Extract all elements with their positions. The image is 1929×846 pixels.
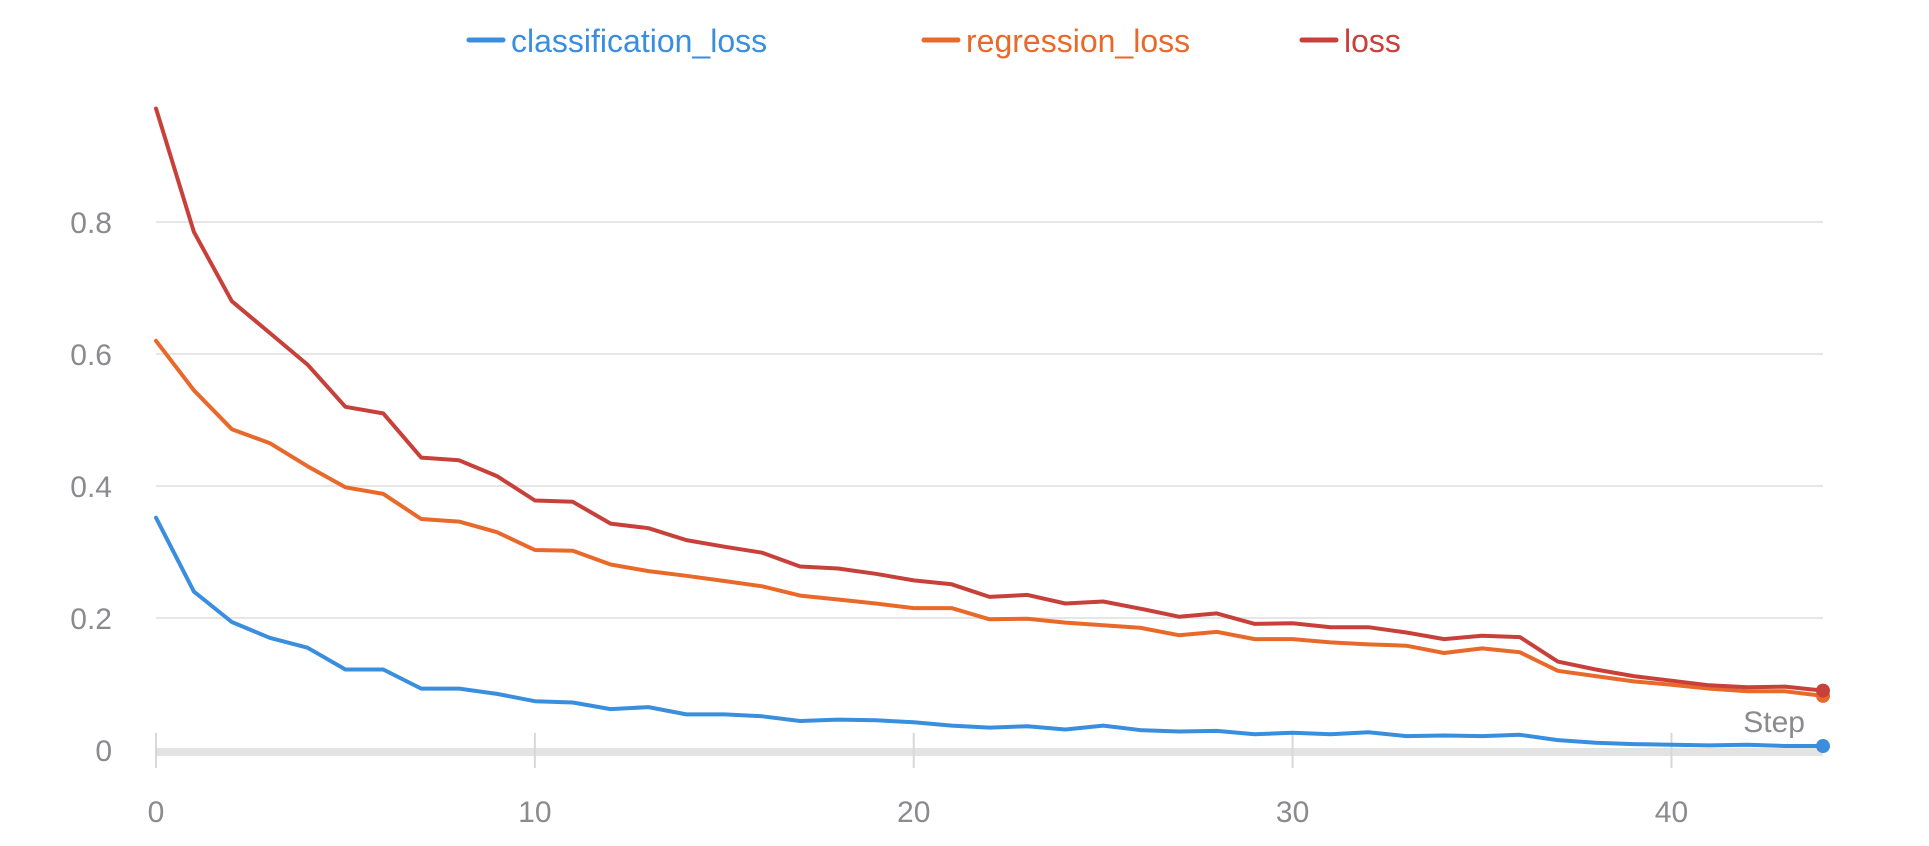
y-tick-label: 0 [95, 735, 112, 768]
legend-item-loss[interactable]: loss [1299, 23, 1401, 59]
x-tick-label: 0 [148, 796, 165, 829]
x-tick-label: 30 [1276, 796, 1309, 829]
legend-label: classification_loss [511, 23, 767, 59]
x-axis: 0 10 20 30 40 Step [148, 706, 1823, 829]
x-tick-label: 10 [518, 796, 551, 829]
series-line-loss [154, 106, 1825, 693]
legend-label: loss [1344, 23, 1401, 59]
y-tick-label: 0.2 [70, 603, 112, 636]
y-tick-label: 0.6 [70, 339, 112, 372]
grid [156, 221, 1823, 619]
y-tick-label: 0.4 [70, 471, 112, 504]
y-tick-label: 0.8 [70, 207, 112, 240]
legend-item-classification_loss[interactable]: classification_loss [466, 23, 767, 59]
legend-item-regression_loss[interactable]: regression_loss [921, 23, 1190, 59]
series-line-classification_loss [154, 515, 1825, 748]
x-tick-label: 40 [1655, 796, 1688, 829]
series-end-marker-loss [1816, 683, 1830, 698]
legend: classification_loss regression_loss loss [466, 23, 1401, 59]
series-end-marker-classification_loss [1816, 739, 1830, 754]
legend-label: regression_loss [966, 23, 1190, 59]
series-line-regression_loss [154, 338, 1825, 698]
x-tick-label: 20 [897, 796, 930, 829]
series-lines [154, 106, 1830, 754]
x-axis-title: Step [1743, 706, 1805, 739]
y-axis: 0 0.2 0.4 0.6 0.8 [70, 207, 112, 768]
